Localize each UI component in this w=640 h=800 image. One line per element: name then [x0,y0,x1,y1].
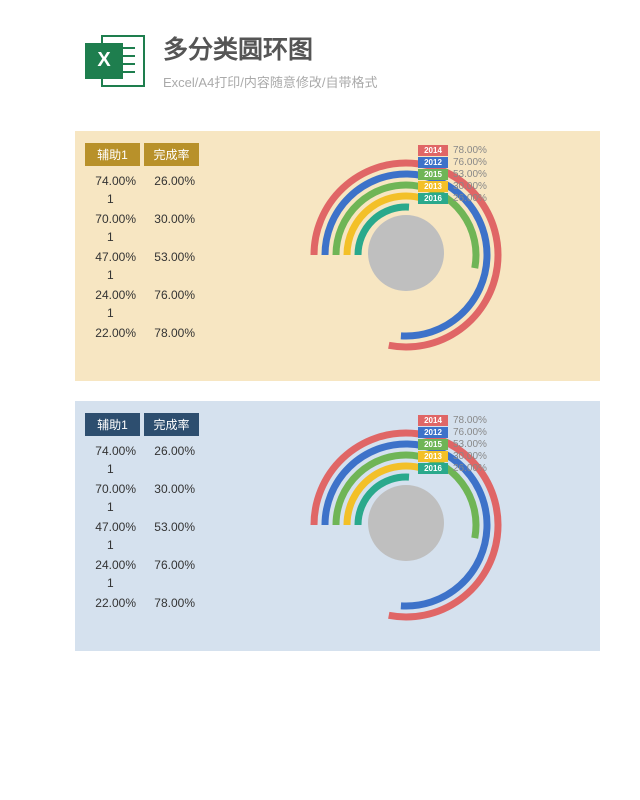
page-subtitle: Excel/A4打印/内容随意修改/自带格式 [163,72,378,91]
legend-swatch: 2014 [418,415,448,426]
donut-chart: 2014 78.00% 2012 76.00% 2015 53.00% 2013 30.00%… [256,403,556,643]
legend-label: 78.00% [453,145,487,156]
page-header: X 多分类圆环图 Excel/A4打印/内容随意修改/自带格式 [0,0,640,111]
chart-legend: 2014 78.00% 2012 76.00% 2015 53.00% 2013 30.00%… [418,145,487,205]
table-cell: 70.00% [85,480,140,498]
table-cell: 74.00% [85,172,140,190]
table-cell: 30.00% [144,210,199,228]
legend-item: 2012 76.00% [418,427,487,438]
legend-label: 30.00% [453,451,487,462]
donut-chart: 2014 78.00% 2012 76.00% 2015 53.00% 2013 30.00%… [256,133,556,373]
legend-swatch: 2015 [418,439,448,450]
legend-item: 2014 78.00% [418,415,487,426]
legend-item: 2013 30.00% [418,451,487,462]
legend-label: 76.00% [453,157,487,168]
legend-item: 2016 26.00% [418,193,487,204]
table-cell: 78.00% [144,594,199,612]
legend-swatch: 2012 [418,427,448,438]
legend-item: 2012 76.00% [418,157,487,168]
chart-panel: 辅助1完成率74.00%26.00%170.00%30.00%147.00%53… [75,401,600,651]
table-cell: 30.00% [144,480,199,498]
table-cell: 24.00% [85,286,140,304]
excel-icon: X [85,31,145,91]
legend-label: 53.00% [453,169,487,180]
table-cell: 70.00% [85,210,140,228]
legend-label: 78.00% [453,415,487,426]
title-block: 多分类圆环图 Excel/A4打印/内容随意修改/自带格式 [163,30,378,91]
legend-swatch: 2013 [418,451,448,462]
table-cell: 76.00% [144,556,199,574]
table-cell: 22.00% [85,324,140,342]
center-disc [368,215,444,291]
table-cell: 47.00% [85,248,140,266]
table-header-cell: 辅助1 [85,413,140,436]
legend-label: 76.00% [453,427,487,438]
legend-swatch: 2015 [418,169,448,180]
legend-item: 2014 78.00% [418,145,487,156]
table-cell: 22.00% [85,594,140,612]
legend-swatch: 2016 [418,193,448,204]
table-cell: 53.00% [144,248,199,266]
legend-swatch: 2013 [418,181,448,192]
table-header-cell: 辅助1 [85,143,140,166]
legend-swatch: 2016 [418,463,448,474]
legend-label: 26.00% [453,463,487,474]
legend-item: 2015 53.00% [418,439,487,450]
legend-swatch: 2014 [418,145,448,156]
table-cell: 26.00% [144,442,199,460]
table-cell: 74.00% [85,442,140,460]
legend-label: 30.00% [453,181,487,192]
chart-panel: 辅助1完成率74.00%26.00%170.00%30.00%147.00%53… [75,131,600,381]
legend-swatch: 2012 [418,157,448,168]
legend-item: 2015 53.00% [418,169,487,180]
center-disc [368,485,444,561]
table-header-cell: 完成率 [144,413,199,436]
table-cell: 24.00% [85,556,140,574]
chart-legend: 2014 78.00% 2012 76.00% 2015 53.00% 2013 30.00%… [418,415,487,475]
legend-item: 2013 30.00% [418,181,487,192]
table-cell: 76.00% [144,286,199,304]
legend-label: 26.00% [453,193,487,204]
page-title: 多分类圆环图 [163,30,378,66]
table-cell: 26.00% [144,172,199,190]
table-cell: 78.00% [144,324,199,342]
legend-item: 2016 26.00% [418,463,487,474]
table-cell: 47.00% [85,518,140,536]
table-header-cell: 完成率 [144,143,199,166]
legend-label: 53.00% [453,439,487,450]
table-cell: 53.00% [144,518,199,536]
